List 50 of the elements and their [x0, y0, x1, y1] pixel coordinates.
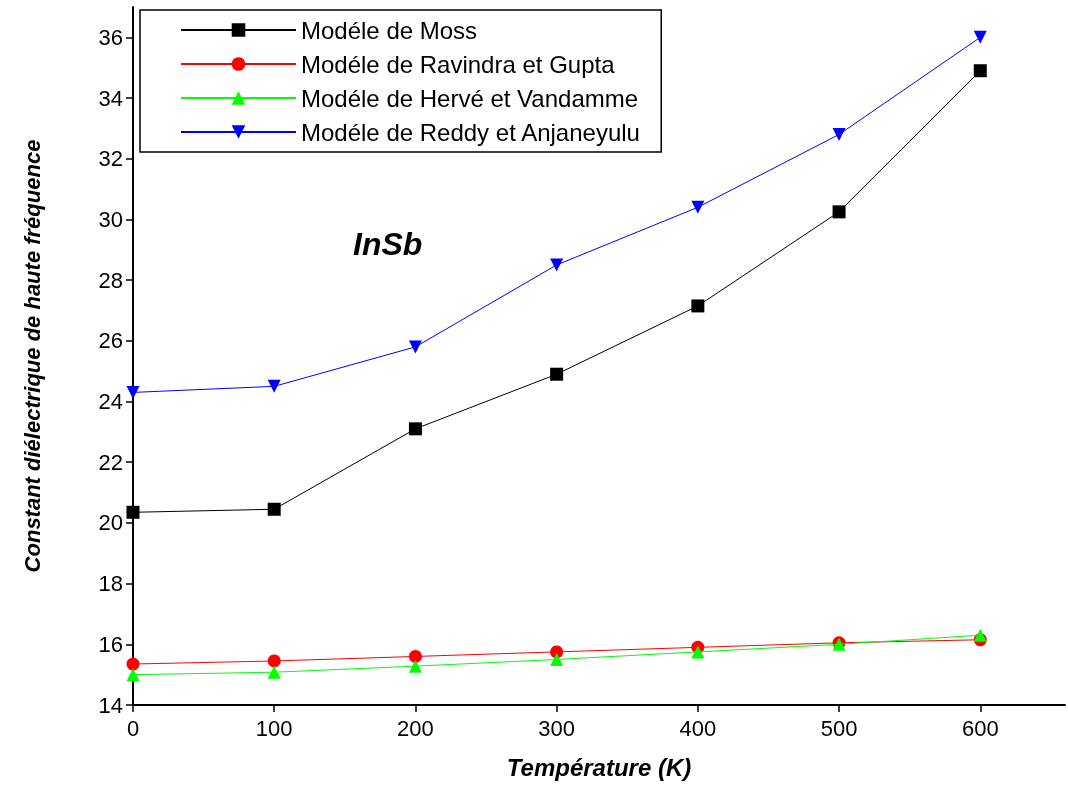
- legend-label: Modéle de Ravindra et Gupta: [301, 50, 616, 78]
- y-tick-label: 14: [98, 692, 123, 718]
- x-tick-label: 600: [961, 715, 999, 741]
- point: [691, 299, 705, 313]
- point: [550, 367, 564, 381]
- x-tick-label: 200: [397, 715, 434, 741]
- x-tick-label: 0: [126, 715, 140, 741]
- point: [973, 30, 987, 44]
- point: [126, 385, 140, 399]
- point: [408, 340, 422, 354]
- point: [267, 654, 281, 668]
- y-tick-label: 30: [98, 206, 123, 232]
- x-tick-label: 300: [538, 715, 575, 741]
- point: [550, 258, 564, 272]
- point: [408, 659, 422, 673]
- point: [550, 652, 564, 666]
- y-tick-label: 34: [98, 85, 123, 111]
- y-tick-label: 22: [98, 449, 123, 475]
- y-tick-label: 26: [98, 328, 123, 354]
- y-tick-label: 24: [98, 389, 123, 415]
- point: [550, 645, 564, 659]
- point: [267, 379, 281, 393]
- x-axis-title: Température (K): [506, 753, 692, 781]
- point: [973, 64, 987, 78]
- y-tick-label: 28: [98, 267, 123, 293]
- point: [126, 657, 140, 671]
- point: [832, 127, 846, 141]
- point: [691, 645, 705, 659]
- point: [126, 505, 140, 519]
- y-tick-label: 20: [98, 510, 123, 536]
- annotation: InSb: [353, 226, 423, 262]
- x-tick-label: 400: [679, 715, 717, 741]
- point: [973, 628, 987, 642]
- y-tick-label: 16: [98, 631, 123, 657]
- legend-label: Modéle de Reddy et Anjaneyulu: [301, 118, 640, 146]
- legend-label: Modéle de Moss: [301, 16, 478, 44]
- point: [691, 200, 705, 214]
- x-tick-label: 100: [255, 715, 293, 741]
- point: [267, 665, 281, 679]
- legend-label: Modéle de Hervé et Vandamme: [301, 84, 639, 112]
- point: [832, 205, 846, 219]
- point: [267, 502, 281, 516]
- point: [408, 649, 422, 663]
- point: [126, 668, 140, 682]
- y-axis-title: Constant diélectrique de haute fréquence: [19, 139, 45, 573]
- point: [408, 422, 422, 436]
- x-tick-label: 500: [820, 715, 858, 741]
- y-tick-label: 36: [98, 24, 123, 50]
- y-tick-label: 18: [98, 571, 123, 597]
- y-tick-label: 32: [98, 146, 123, 172]
